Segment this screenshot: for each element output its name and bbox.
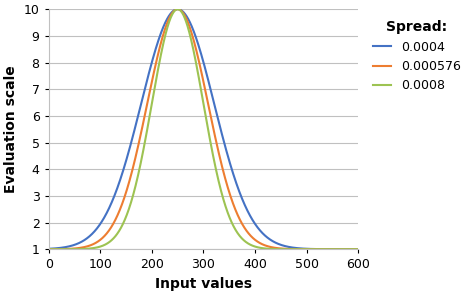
Legend: 0.0004, 0.000576, 0.0008: 0.0004, 0.000576, 0.0008: [368, 15, 466, 97]
X-axis label: Input values: Input values: [155, 277, 252, 291]
Y-axis label: Evaluation scale: Evaluation scale: [4, 65, 18, 193]
